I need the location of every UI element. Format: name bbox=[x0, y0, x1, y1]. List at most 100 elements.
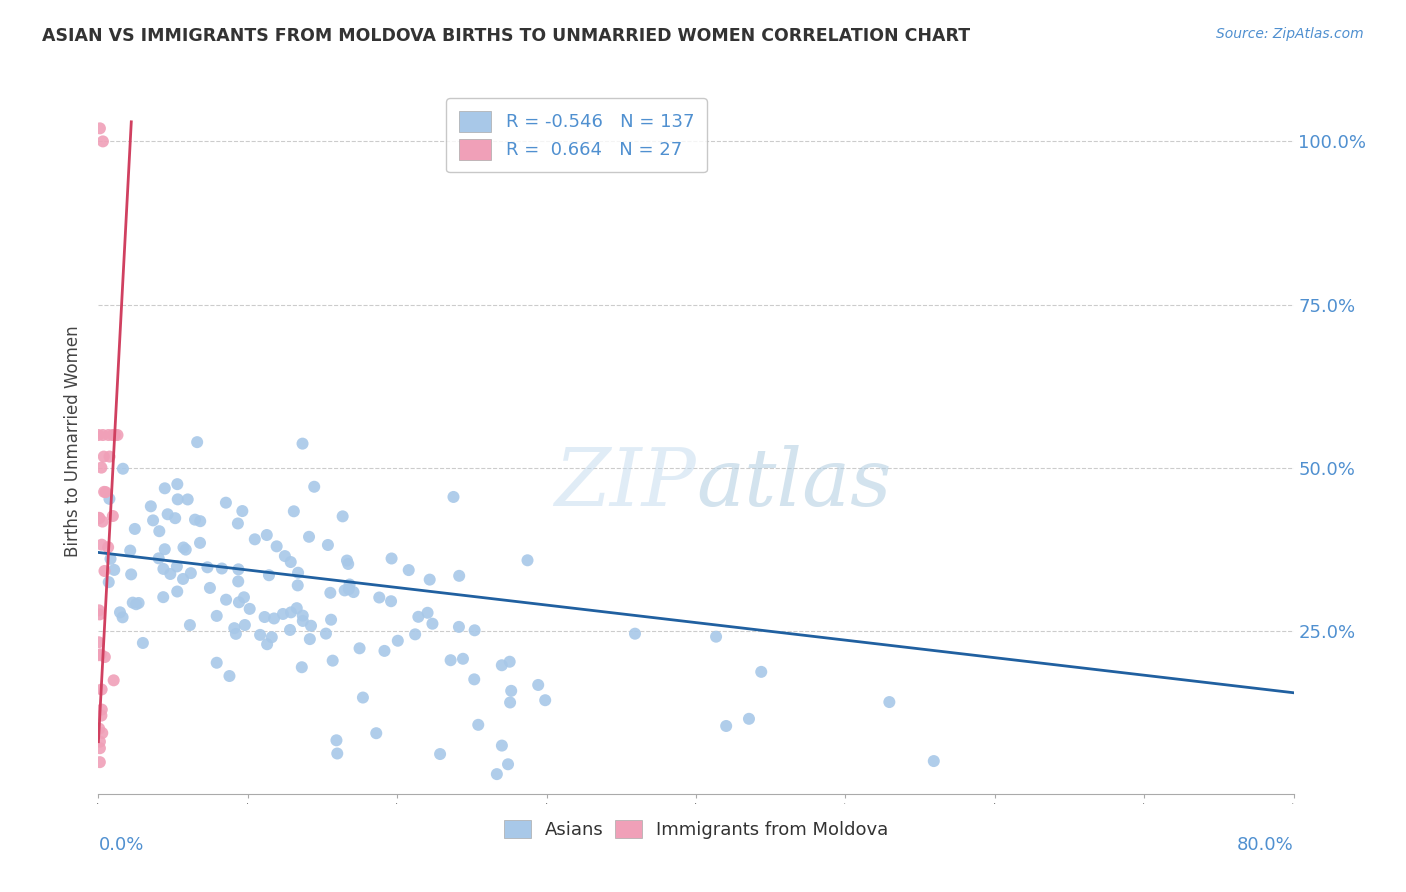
Point bbox=[90, 460, 112, 475]
Legend: Asians, Immigrants from Moldova: Asians, Immigrants from Moldova bbox=[495, 811, 897, 848]
Text: ASIAN VS IMMIGRANTS FROM MOLDOVA BIRTHS TO UNMARRIED WOMEN CORRELATION CHART: ASIAN VS IMMIGRANTS FROM MOLDOVA BIRTHS … bbox=[42, 27, 970, 45]
Point bbox=[449, 569, 471, 583]
Point bbox=[922, 754, 945, 768]
Point bbox=[287, 566, 309, 580]
Point bbox=[499, 655, 522, 669]
Point bbox=[91, 428, 114, 442]
Point bbox=[205, 608, 228, 623]
Point bbox=[278, 623, 301, 637]
Point bbox=[534, 693, 557, 707]
Point bbox=[319, 586, 342, 600]
Point bbox=[166, 492, 188, 507]
Point bbox=[165, 511, 187, 525]
Point bbox=[243, 533, 266, 547]
Point bbox=[287, 578, 309, 592]
Point bbox=[380, 551, 402, 566]
Point bbox=[89, 722, 111, 736]
Point bbox=[302, 480, 325, 494]
Point bbox=[148, 551, 170, 566]
Point bbox=[89, 741, 111, 756]
Point bbox=[90, 648, 112, 662]
Point bbox=[325, 733, 347, 747]
Point bbox=[89, 755, 111, 769]
Point bbox=[322, 654, 344, 668]
Point bbox=[198, 581, 221, 595]
Point bbox=[298, 530, 321, 544]
Point bbox=[408, 609, 430, 624]
Point bbox=[499, 696, 522, 710]
Point bbox=[98, 491, 121, 506]
Point bbox=[527, 678, 550, 692]
Point bbox=[373, 644, 395, 658]
Point bbox=[97, 428, 120, 442]
Point bbox=[121, 596, 143, 610]
Point bbox=[226, 574, 249, 589]
Point bbox=[485, 767, 508, 781]
Point bbox=[124, 522, 146, 536]
Point bbox=[226, 516, 249, 531]
Point bbox=[496, 757, 519, 772]
Point bbox=[128, 596, 150, 610]
Point bbox=[380, 594, 402, 608]
Point bbox=[291, 608, 314, 623]
Point bbox=[211, 561, 233, 575]
Point bbox=[153, 481, 176, 495]
Point bbox=[447, 620, 470, 634]
Point bbox=[291, 436, 314, 450]
Point bbox=[156, 508, 179, 522]
Point bbox=[148, 524, 170, 539]
Text: ZIP: ZIP bbox=[554, 445, 696, 523]
Point bbox=[139, 500, 162, 514]
Point bbox=[464, 624, 486, 638]
Point bbox=[172, 541, 194, 555]
Point bbox=[218, 669, 240, 683]
Point bbox=[501, 683, 523, 698]
Point bbox=[451, 652, 474, 666]
Point bbox=[336, 553, 359, 567]
Point bbox=[398, 563, 420, 577]
Point bbox=[89, 121, 111, 136]
Point bbox=[89, 511, 111, 525]
Point bbox=[387, 633, 409, 648]
Point bbox=[152, 590, 174, 604]
Point bbox=[333, 583, 356, 598]
Point bbox=[111, 610, 134, 624]
Point bbox=[266, 539, 288, 553]
Point bbox=[263, 611, 285, 625]
Point bbox=[368, 591, 391, 605]
Point bbox=[228, 562, 250, 576]
Point bbox=[166, 559, 188, 574]
Point bbox=[280, 605, 302, 619]
Point bbox=[89, 607, 111, 622]
Point bbox=[93, 564, 115, 578]
Point bbox=[224, 621, 246, 635]
Point bbox=[100, 552, 122, 566]
Point bbox=[337, 582, 360, 597]
Point bbox=[624, 626, 647, 640]
Point bbox=[257, 568, 280, 582]
Point bbox=[91, 515, 114, 529]
Point bbox=[188, 536, 211, 550]
Point bbox=[177, 492, 200, 507]
Point bbox=[332, 509, 354, 524]
Point bbox=[103, 563, 125, 577]
Point bbox=[239, 602, 262, 616]
Point bbox=[87, 648, 110, 662]
Point bbox=[174, 542, 197, 557]
Point bbox=[256, 528, 278, 542]
Text: Source: ZipAtlas.com: Source: ZipAtlas.com bbox=[1216, 27, 1364, 41]
Point bbox=[186, 435, 208, 450]
Point bbox=[215, 592, 238, 607]
Point bbox=[491, 739, 513, 753]
Point bbox=[152, 562, 174, 576]
Point bbox=[291, 614, 314, 628]
Point bbox=[228, 595, 250, 609]
Point bbox=[339, 577, 361, 591]
Point bbox=[440, 653, 463, 667]
Point bbox=[738, 712, 761, 726]
Point bbox=[91, 726, 114, 740]
Point bbox=[153, 542, 176, 557]
Point bbox=[419, 573, 441, 587]
Point bbox=[90, 702, 112, 716]
Point bbox=[93, 484, 115, 499]
